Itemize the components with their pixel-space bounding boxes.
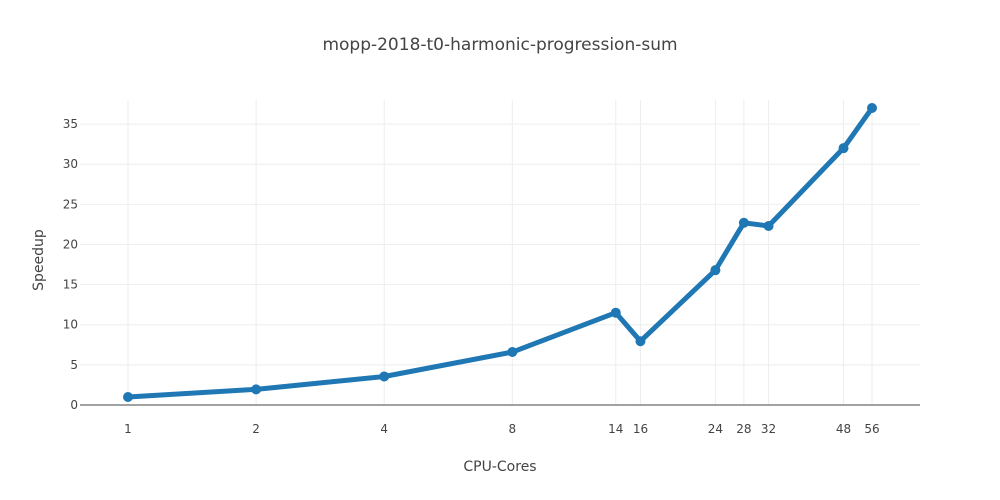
series-layer — [123, 103, 877, 402]
data-point-1 — [123, 391, 133, 402]
data-point-2 — [251, 384, 262, 395]
data-point-56 — [867, 103, 877, 114]
x-tick-label-14: 14 — [608, 422, 623, 436]
data-point-24 — [710, 265, 721, 276]
x-tick-label-24: 24 — [708, 422, 723, 436]
data-point-16 — [635, 336, 646, 347]
y-tick-label-35: 35 — [63, 117, 78, 131]
x-axis-title: CPU-Cores — [463, 459, 536, 475]
x-tick-label-56: 56 — [864, 422, 879, 436]
data-point-48 — [838, 143, 849, 154]
y-tick-label-5: 5 — [70, 358, 78, 372]
y-tick-label-15: 15 — [63, 278, 78, 292]
y-axis-title: Speedup — [31, 229, 47, 291]
data-point-14 — [610, 307, 621, 318]
x-tick-label-1: 1 — [124, 422, 132, 436]
data-point-28 — [738, 217, 749, 228]
data-point-4 — [379, 371, 390, 382]
data-point-32 — [763, 221, 774, 232]
y-tick-label-25: 25 — [63, 197, 78, 211]
chart-title: mopp-2018-t0-harmonic-progression-sum — [322, 35, 677, 55]
x-tick-label-28: 28 — [736, 422, 751, 436]
x-tick-label-4: 4 — [380, 422, 388, 436]
x-tick-label-48: 48 — [836, 422, 851, 436]
x-tick-label-16: 16 — [633, 422, 648, 436]
y-tick-label-0: 0 — [70, 398, 78, 412]
data-point-8 — [507, 347, 518, 358]
y-tick-label-10: 10 — [63, 318, 78, 332]
x-tick-label-8: 8 — [509, 422, 517, 436]
x-tick-label-2: 2 — [252, 422, 260, 436]
y-gridlines — [80, 123, 920, 366]
y-tick-labels: 0 5 10 15 20 25 30 35 — [63, 117, 78, 412]
x-tick-label-32: 32 — [761, 422, 776, 436]
x-tick-labels: 1 2 4 8 14 16 24 28 32 48 56 — [124, 422, 879, 436]
y-tick-label-20: 20 — [63, 237, 78, 251]
x-gridlines — [127, 100, 873, 405]
y-tick-label-30: 30 — [63, 157, 78, 171]
